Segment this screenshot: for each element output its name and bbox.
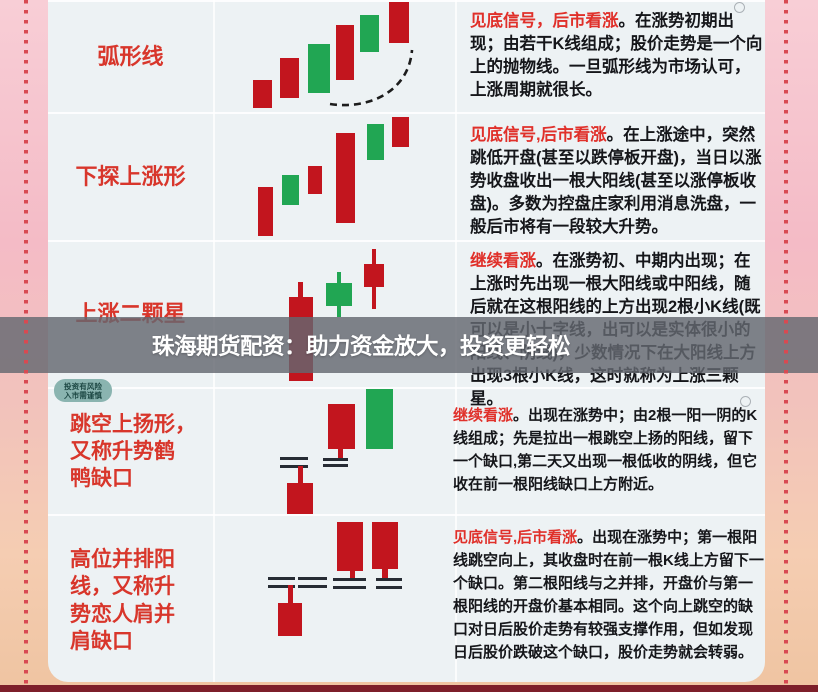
- candle-body: [282, 175, 299, 205]
- candle-body: [367, 124, 384, 160]
- pattern-description: 继续看涨。出现在涨势中；由2根一阳一阴的K线组成；先是拉出一根跳空上扬的阳线，留…: [453, 389, 765, 514]
- pattern-row-parallel-yang: 高位并排阳 线，又称升 势恋人肩并 肩缺口 见底信号,后市看涨。出现在涨势中；第…: [48, 514, 765, 682]
- dashed-arc-trendline: [329, 49, 414, 107]
- gap-mark: [298, 577, 327, 580]
- candle-body: [287, 483, 313, 514]
- candle-body: [389, 2, 409, 43]
- risk-warning-line2: 入市需谨慎: [64, 390, 102, 400]
- gap-mark: [333, 578, 366, 581]
- candle-body: [308, 166, 322, 194]
- pattern-row-gap-up: 跳空上扬形， 又称升势鹤 鸭缺口 继续看涨。出现在涨势中；由2根一阳一阴的K线组…: [48, 387, 765, 514]
- candle-body: [278, 603, 302, 636]
- candle-wick: [372, 287, 376, 309]
- description-text: 。在上涨途中，突然跳低开盘(甚至以跌停板开盘)，当日以涨势收盘收出一根大阳线(甚…: [470, 126, 762, 236]
- pattern-name: 下探上涨形: [75, 163, 186, 189]
- risk-warning-badge: 投资有风险 入市需谨慎: [54, 379, 112, 402]
- gap-mark: [323, 464, 348, 467]
- gap-mark: [268, 577, 295, 580]
- candle-wick: [337, 306, 341, 317]
- candle-wick: [298, 282, 303, 297]
- candle-body: [360, 15, 379, 52]
- candle-body: [336, 133, 355, 223]
- signal-highlight: 见底信号，后市看涨: [470, 12, 619, 30]
- circle-watermark-icon: [734, 2, 745, 13]
- signal-highlight: 继续看涨: [470, 252, 536, 270]
- candle-body: [364, 264, 384, 287]
- gap-mark: [268, 585, 295, 588]
- pattern-row-arc-line: 弧形线 见底信号，后市看涨。在涨势初期出现；由若干K线组成；股价走势是一个向上的…: [48, 0, 765, 112]
- left-dotted-border: [24, 0, 28, 688]
- signal-highlight: 见底信号,后市看涨: [470, 126, 607, 144]
- signal-highlight: 见底信号,后市看涨: [453, 529, 578, 546]
- gap-mark: [323, 458, 348, 461]
- pattern-name: 跳空上扬形， 又称升势鹤 鸭缺口: [70, 412, 196, 491]
- candle-wick: [298, 466, 303, 483]
- gap-mark: [376, 578, 402, 581]
- candle-wick: [350, 571, 355, 580]
- candle-body: [253, 80, 272, 108]
- candle-body: [328, 404, 355, 449]
- candle-wick: [337, 272, 341, 283]
- bottom-maroon-strip: [0, 685, 818, 692]
- pattern-name: 高位并排阳 线，又称升 势恋人肩并 肩缺口: [70, 547, 175, 653]
- signal-highlight: 继续看涨: [453, 407, 514, 424]
- candle-body: [366, 389, 393, 449]
- candle-body: [336, 25, 354, 80]
- candle-body: [392, 117, 409, 147]
- candle-body: [280, 58, 299, 98]
- candle-wick: [382, 569, 388, 578]
- description-text: 。在涨势初期出现；由若干K线组成；股价走势是一个向上的抛物线。一旦弧形线为市场认…: [470, 12, 763, 99]
- pattern-description: 见底信号，后市看涨。在涨势初期出现；由若干K线组成；股价走势是一个向上的抛物线。…: [470, 2, 765, 112]
- description-text: 。出现在涨势中；由2根一阳一阴的K线组成；先是拉出一根跳空上扬的阳线，留下一个缺…: [453, 407, 758, 493]
- gap-mark: [333, 586, 366, 589]
- right-dotted-border: [784, 0, 788, 688]
- candle-wick: [338, 449, 343, 460]
- candle-body: [337, 522, 363, 571]
- gap-mark: [376, 586, 402, 589]
- candle-wick: [288, 585, 293, 603]
- watermark-band: 珠海期货配资：助力资金放大，投资更轻松: [0, 317, 818, 373]
- watermark-text: 珠海期货配资：助力资金放大，投资更轻松: [152, 334, 571, 359]
- candle-body: [258, 187, 273, 236]
- risk-warning-line1: 投资有风险: [64, 381, 102, 391]
- candle-body: [308, 44, 330, 93]
- pattern-name: 弧形线: [97, 43, 164, 69]
- pattern-description: 见底信号,后市看涨。出现在涨势中；第一根阳线跳空向上，其收盘时在前一根K线上方留…: [453, 516, 765, 682]
- pattern-description: 见底信号,后市看涨。在上涨途中，突然跳低开盘(甚至以跌停板开盘)，当日以涨势收盘…: [470, 114, 765, 240]
- gap-mark: [280, 465, 308, 468]
- gap-mark: [298, 585, 327, 588]
- description-text: 。出现在涨势中；第一根阳线跳空向上，其收盘时在前一根K线上方留下一个缺口。第二根…: [453, 529, 764, 661]
- circle-watermark-icon: [740, 396, 751, 407]
- candle-wick: [372, 249, 376, 264]
- pattern-row-probe-rise: 下探上涨形 见底信号,后市看涨。在上涨途中，突然跳低开盘(甚至以跌停板开盘)，当…: [48, 112, 765, 240]
- candle-body: [372, 522, 398, 569]
- candle-body: [326, 283, 352, 306]
- gap-mark: [280, 457, 308, 460]
